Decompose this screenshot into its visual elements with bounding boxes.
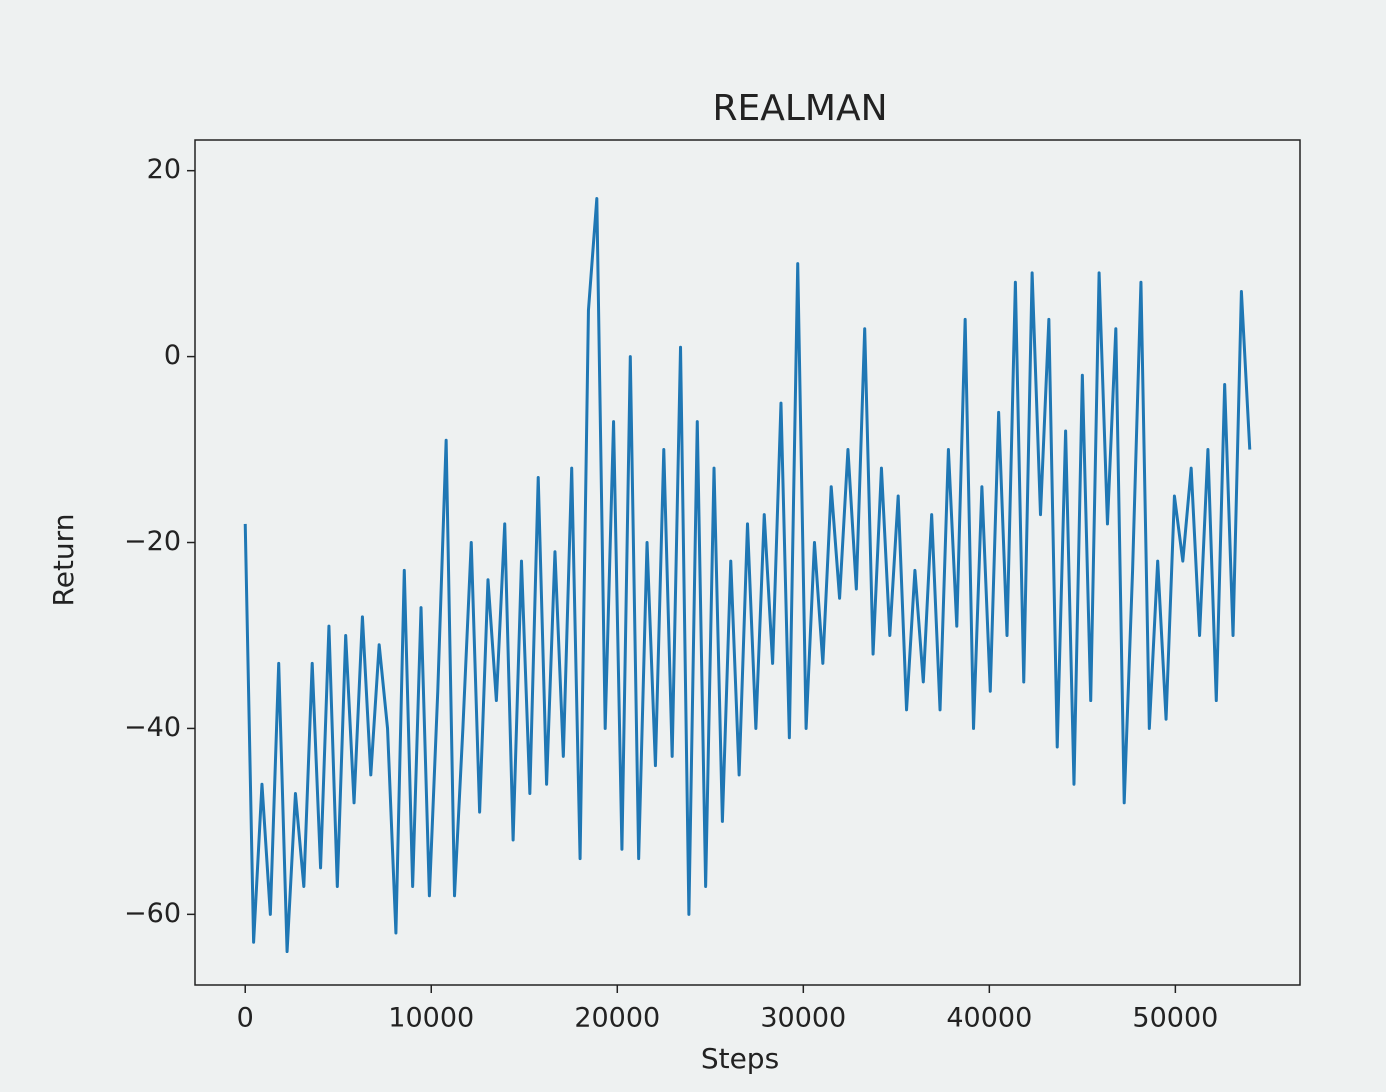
x-tick-label: 20000 bbox=[574, 1003, 660, 1034]
y-tick-label: −60 bbox=[124, 898, 181, 929]
x-tick-label: 50000 bbox=[1132, 1003, 1218, 1034]
x-tick-label: 10000 bbox=[388, 1003, 474, 1034]
y-axis-label: Return bbox=[47, 514, 80, 607]
y-tick-label: −20 bbox=[124, 526, 181, 557]
x-tick-label: 0 bbox=[237, 1003, 254, 1034]
y-tick-label: −40 bbox=[124, 712, 181, 743]
y-tick-label: 20 bbox=[147, 154, 181, 185]
y-tick-label: 0 bbox=[164, 340, 181, 371]
x-tick-label: 40000 bbox=[946, 1003, 1032, 1034]
x-tick-label: 30000 bbox=[760, 1003, 846, 1034]
chart-title: REALMAN bbox=[712, 88, 887, 129]
x-axis-label: Steps bbox=[701, 1042, 779, 1075]
plot-frame bbox=[194, 139, 1301, 986]
data-line bbox=[243, 197, 1252, 954]
